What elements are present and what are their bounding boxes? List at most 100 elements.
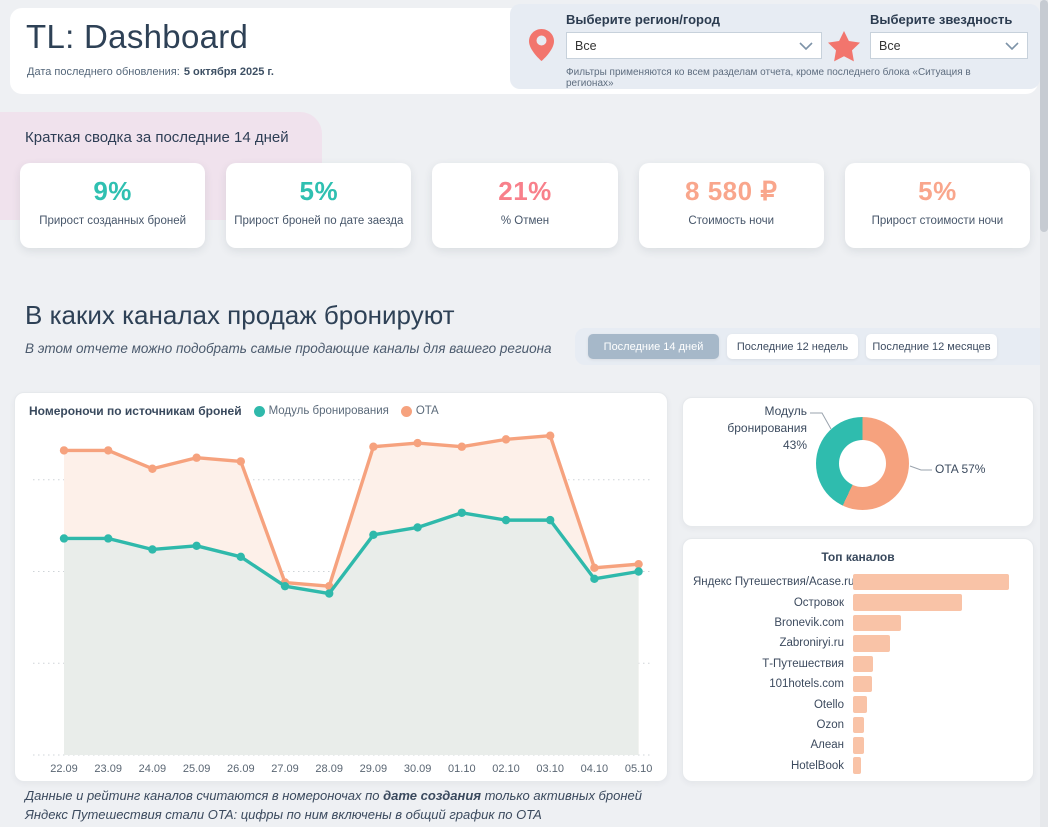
kpi-label: Прирост созданных броней [39,215,187,227]
channel-label: HotelBook [790,759,844,772]
x-axis-label: 04.10 [581,763,609,775]
channel-label: Островок [793,596,844,609]
stars-filter-label: Выберите звездность [870,12,1013,27]
summary-title: Краткая сводка за последние 14 дней [25,129,289,146]
point-module [369,530,378,539]
location-pin-icon [529,29,554,61]
channel-label: Bronevik.com [774,616,844,629]
top-channels-title: Топ каналов [821,550,895,564]
last-updated: Дата последнего обновления: 5 октября 202… [27,66,274,78]
kpi-label: Прирост стоимости ночи [871,215,1004,227]
tab-last-12-months[interactable]: Последние 12 месяцев [866,334,997,359]
channel-row: 101hotels.com [693,674,1019,694]
stars-select-value: Все [879,38,901,53]
scrollbar-track[interactable] [1040,0,1048,827]
channel-row: Алеан [693,735,1019,755]
legend-dot-salmon [400,405,412,417]
top-channels-card: Топ каналов Яндекс Путешествия/Acase.ru О… [682,538,1034,782]
channel-row: Островок [693,592,1019,612]
x-axis-label: 03.10 [536,763,564,775]
kpi-value: 9% [93,176,132,206]
kpi-label: Прирост броней по дате заезда [234,215,404,227]
kpi-value: 21% [498,176,552,206]
line-chart-header: Номероночи по источникам броней Модуль б… [29,404,439,418]
legend-ota[interactable]: OTA [400,405,439,417]
channel-label: Otello [813,698,844,711]
legend-dot-teal [253,405,265,417]
filter-panel: Выберите регион/город Все Выберите звезд… [510,4,1040,89]
channel-row: Otello [693,694,1019,714]
point-ota [413,438,422,448]
region-select[interactable]: Все [566,32,822,59]
point-module [104,534,113,543]
point-ota [634,559,643,569]
point-ota [192,453,201,462]
point-module [192,541,201,551]
last-updated-value: 5 октября 2025 г. [183,66,274,78]
point-module [413,523,422,532]
channel-bar [853,573,1009,591]
channel-label: Ozon [816,718,845,731]
kpi-value: 8 580 ₽ [685,176,778,206]
footnote-text: только активных броней [480,788,642,803]
channel-bar [853,655,874,672]
donut-label-booking-module: Модуль бронирования 43% [687,403,807,454]
channel-bar [853,614,902,632]
kpi-card-created-bookings: 9% Прирост созданных броней [20,163,206,248]
donut-label-text: Модуль бронирования [727,404,807,435]
legend-booking-module[interactable]: Модуль бронирования [253,405,389,417]
point-module [236,552,245,562]
kpi-card-checkin-bookings: 5% Прирост броней по дате заезда [226,163,412,248]
x-axis-label: 23.09 [94,763,122,775]
channel-row: Т-Путешествия [693,654,1019,674]
kpi-card-cancellations: 21% % Отмен [432,163,618,248]
channel-label: Т-Путешествия [762,657,844,670]
x-axis-label: 05.10 [625,763,653,775]
channel-bar [853,594,963,611]
kpi-value: 5% [918,176,957,206]
point-ota [369,442,378,451]
channel-label: Алеан [810,739,844,752]
channel-bar [853,716,864,734]
last-updated-label: Дата последнего обновления: [27,66,180,78]
chevron-down-icon [799,41,813,50]
point-ota [546,431,555,440]
point-module [148,545,157,554]
x-axis-label: 26.09 [227,763,255,775]
point-module [280,581,290,591]
donut-label-ota: OTA 57% [935,462,986,476]
legend-label: OTA [415,405,439,417]
donut-callout-lines [810,412,932,471]
footnote-text: Данные и рейтинг каналов считаются в ном… [25,788,384,803]
point-module [457,508,466,517]
tab-last-12-weeks[interactable]: Последние 12 недель [727,334,858,359]
period-tabs: Последние 14 дней Последние 12 недель По… [575,328,1040,365]
line-ota [62,434,641,588]
point-ota [148,464,157,473]
stars-select[interactable]: Все [870,32,1028,59]
channel-bar [853,696,868,713]
star-icon [828,31,860,62]
channel-row: Яндекс Путешествия/Acase.ru [693,572,1019,592]
section-subtitle: В этом отчете можно подобрать самые прод… [25,341,552,356]
area-module [64,512,639,755]
scrollbar-thumb[interactable] [1040,0,1048,232]
channel-bar [853,757,861,774]
kpi-row: 9% Прирост созданных броней 5% Прирост б… [20,163,1031,248]
point-module [59,534,69,543]
filter-note: Фильтры применяются ко всем разделам отч… [566,67,971,89]
legend-label: Модуль бронирования [268,405,389,417]
x-axis-label: 30.09 [404,763,432,775]
point-module [501,515,511,525]
top-channels-list: Яндекс Путешествия/Acase.ru Островок Brone… [693,572,1019,776]
line-module [62,511,641,596]
kpi-label: % Отмен [500,215,550,227]
section-title: В каких каналах продаж бронируют [25,300,455,330]
x-axis-label: 24.09 [139,763,167,775]
page-title: TL: Dashboard [26,18,249,55]
tab-last-14-days[interactable]: Последние 14 дней [588,334,719,359]
point-module [325,589,334,598]
region-filter-label: Выберите регион/город [566,12,721,27]
x-axis-label: 28.09 [315,763,343,775]
channel-label: 101hotels.com [769,678,844,691]
